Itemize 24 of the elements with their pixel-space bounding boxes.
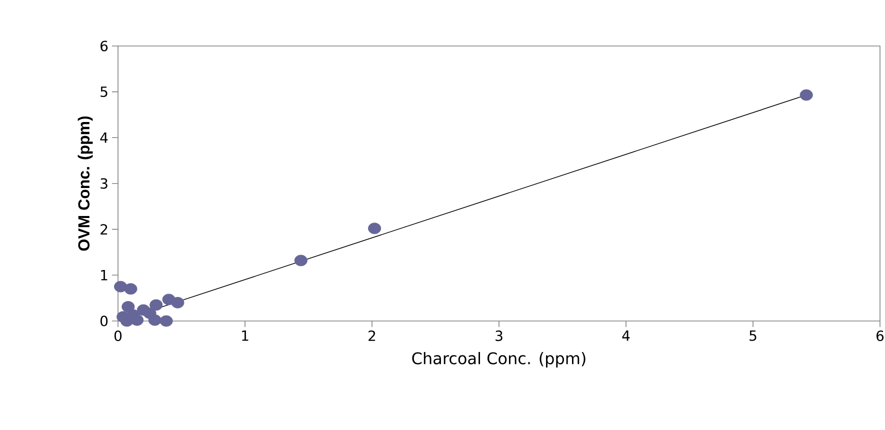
x-tick-label: 1: [242, 330, 248, 341]
point: [294, 254, 308, 266]
y-tick-label: 2: [100, 224, 108, 235]
y-tick-label: 5: [100, 86, 108, 98]
x-tick-label: 2: [368, 330, 376, 341]
y-tick-label: 3: [100, 178, 108, 189]
x-tick-label: 0: [114, 330, 122, 342]
point: [143, 307, 156, 319]
point: [800, 89, 813, 101]
x-tick-label: 4: [622, 330, 630, 341]
x-tick-label: 6: [876, 330, 884, 342]
point: [124, 283, 138, 295]
point: [150, 299, 163, 311]
x-axis-title: Charcoal Conc. (ppm): [412, 352, 586, 368]
y-tick-label: 6: [100, 40, 108, 52]
y-tick-label: 4: [100, 132, 108, 143]
y-tick-label: 1: [101, 270, 108, 280]
x-tick-label: 5: [750, 330, 756, 341]
x-tick-label: 3: [496, 330, 502, 342]
y-axis-title: OVM Conc. (ppm): [78, 116, 93, 251]
point: [368, 222, 382, 234]
point: [171, 296, 184, 308]
y-tick-label: 0: [100, 316, 108, 326]
point: [160, 315, 173, 327]
